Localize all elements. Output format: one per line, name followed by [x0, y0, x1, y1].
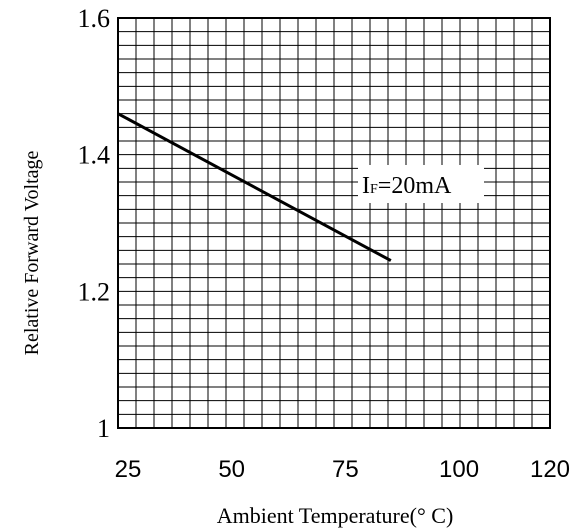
series-line — [117, 112, 392, 262]
annotation-subscript: F — [370, 182, 378, 197]
y-tick-labels: 1 1.2 1.4 1.6 — [78, 4, 111, 443]
annotation-background — [358, 165, 484, 203]
annotation-rest: =20mA — [378, 173, 452, 199]
annotation-if: IF=20mA — [358, 165, 484, 203]
x-tick-label: 100 — [439, 456, 479, 483]
y-tick-label: 1.4 — [78, 141, 111, 170]
y-tick-label: 1 — [97, 414, 110, 443]
x-tick-label: 25 — [115, 456, 142, 483]
plot-frame — [117, 17, 551, 429]
chart-grid — [118, 18, 550, 428]
annotation-text: IF=20mA — [362, 173, 452, 199]
x-tick-label: 75 — [332, 456, 359, 483]
x-tick-label: 120 — [530, 456, 570, 483]
x-tick-labels: 25 50 75 100 120 — [115, 456, 570, 483]
y-axis-label: Relative Forward Voltage — [21, 150, 43, 355]
series-group — [117, 112, 392, 262]
y-tick-label: 1.6 — [78, 4, 111, 33]
y-tick-label: 1.2 — [78, 277, 111, 306]
annotation-main: I — [362, 173, 370, 199]
x-axis-label: Ambient Temperature(° C) — [217, 503, 454, 528]
x-tick-label: 50 — [218, 456, 245, 483]
